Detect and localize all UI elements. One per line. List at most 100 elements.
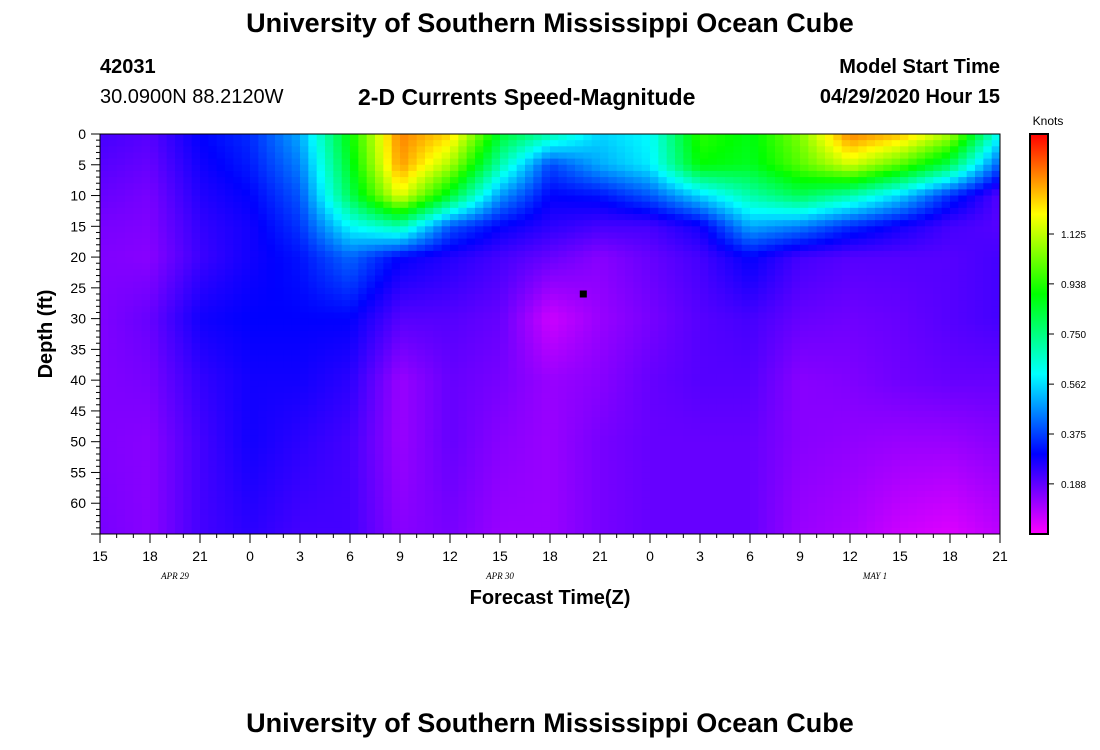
heatmap-cell <box>766 207 776 215</box>
heatmap-cell <box>333 380 343 387</box>
heatmap-cell <box>125 170 134 178</box>
heatmap-cell <box>816 214 826 221</box>
heatmap-cell <box>541 367 551 375</box>
heatmap-cell <box>866 134 876 141</box>
heatmap-cell <box>608 404 618 412</box>
heatmap-cell <box>866 367 876 375</box>
heatmap-cell <box>616 287 626 295</box>
heatmap-cell <box>100 380 109 387</box>
heatmap-cell <box>375 287 384 295</box>
heatmap-cell <box>483 324 493 332</box>
heatmap-cell <box>966 324 976 332</box>
heatmap-cell <box>691 158 701 166</box>
heatmap-cell <box>825 349 834 357</box>
heatmap-cell <box>891 312 901 320</box>
heatmap-cell <box>416 275 426 283</box>
heatmap-cell <box>575 330 584 338</box>
heatmap-cell <box>541 281 551 289</box>
heatmap-cell <box>858 275 868 283</box>
heatmap-cell <box>600 214 609 221</box>
heatmap-cell <box>125 380 134 387</box>
heatmap-cell <box>650 300 659 307</box>
heatmap-cell <box>825 195 834 203</box>
heatmap-cell <box>516 337 526 344</box>
heatmap-cell <box>666 238 676 246</box>
heatmap-cell <box>241 177 251 184</box>
heatmap-cell <box>491 287 501 295</box>
heatmap-cell <box>366 361 376 369</box>
heatmap-cell <box>908 183 918 190</box>
heatmap-cell <box>333 392 343 400</box>
heatmap-cell <box>175 232 184 240</box>
heatmap-cell <box>275 226 284 234</box>
heatmap-cell <box>200 294 209 301</box>
heatmap-cell <box>666 380 676 387</box>
heatmap-cell <box>241 337 251 344</box>
heatmap-cell <box>341 189 351 197</box>
heatmap-cell <box>875 355 884 363</box>
heatmap-cell <box>491 312 501 320</box>
heatmap-cell <box>116 386 126 394</box>
heatmap-cell <box>375 386 384 394</box>
heatmap-cell <box>291 269 301 277</box>
heatmap-cell <box>125 269 134 277</box>
heatmap-cell <box>408 330 418 338</box>
heatmap-cell <box>275 189 284 197</box>
heatmap-cell <box>875 392 884 400</box>
heatmap-cell <box>241 312 251 320</box>
heatmap-cell <box>383 324 393 332</box>
heatmap-cell <box>733 183 743 190</box>
heatmap-cell <box>700 337 709 344</box>
heatmap-cell <box>875 294 884 301</box>
heatmap-cell <box>758 294 768 301</box>
heatmap-cell <box>308 367 318 375</box>
heatmap-cell <box>216 257 226 264</box>
heatmap-cell <box>641 257 651 264</box>
heatmap-cell <box>775 367 784 375</box>
heatmap-cell <box>708 324 718 332</box>
heatmap-cell <box>975 367 984 375</box>
heatmap-cell <box>858 337 868 344</box>
heatmap-cell <box>791 386 801 394</box>
heatmap-cell <box>816 170 826 178</box>
heatmap-cell <box>466 306 476 314</box>
heatmap-cell <box>425 269 434 277</box>
heatmap-cell <box>158 189 168 197</box>
heatmap-cell <box>791 244 801 252</box>
heatmap-cell <box>175 244 184 252</box>
heatmap-cell <box>133 417 143 424</box>
heatmap-cell <box>366 367 376 375</box>
heatmap-cell <box>325 404 334 412</box>
heatmap-cell <box>150 170 159 178</box>
heatmap-cell <box>758 183 768 190</box>
heatmap-cell <box>758 367 768 375</box>
heatmap-cell <box>783 263 793 270</box>
heatmap-cell <box>341 324 351 332</box>
heatmap-cell <box>450 306 459 314</box>
heatmap-cell <box>800 324 809 332</box>
heatmap-cell <box>841 134 851 141</box>
heatmap-cell <box>616 201 626 209</box>
heatmap-cell <box>216 220 226 227</box>
heatmap-cell <box>541 386 551 394</box>
heatmap-cell <box>458 140 468 147</box>
heatmap-cell <box>508 158 518 166</box>
heatmap-cell <box>858 374 868 381</box>
heatmap-cell <box>458 214 468 221</box>
heatmap-cell <box>116 269 126 277</box>
heatmap-cell <box>291 250 301 258</box>
heatmap-cell <box>508 177 518 184</box>
heatmap-cell <box>366 337 376 344</box>
heatmap-cell <box>708 232 718 240</box>
heatmap-cell <box>283 146 293 154</box>
heatmap-cell <box>658 355 668 363</box>
heatmap-cell <box>683 281 693 289</box>
heatmap-cell <box>225 177 234 184</box>
heatmap-cell <box>375 374 384 381</box>
heatmap-cell <box>491 195 501 203</box>
heatmap-cell <box>833 201 843 209</box>
heatmap-cell <box>108 343 118 350</box>
heatmap-cell <box>591 238 601 246</box>
heatmap-cell <box>216 226 226 234</box>
heatmap-cell <box>550 306 559 314</box>
